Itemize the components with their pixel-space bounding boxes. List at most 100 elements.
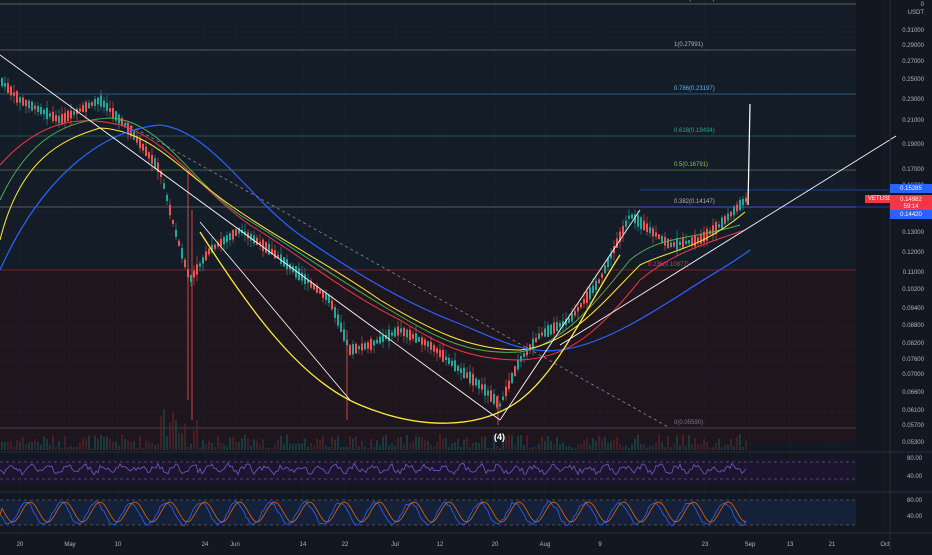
- volume-bar: [52, 434, 54, 450]
- volume-bar: [199, 447, 201, 450]
- volume-bar: [550, 440, 552, 450]
- volume-bar: [91, 447, 93, 450]
- volume-bar: [34, 438, 36, 450]
- candle-body: [28, 100, 30, 109]
- volume-bar: [718, 438, 720, 450]
- volume-bar: [82, 437, 84, 450]
- volume-bar: [613, 439, 615, 450]
- volume-bar: [736, 436, 738, 450]
- candle-body: [664, 236, 666, 246]
- volume-bar: [280, 435, 282, 450]
- candle-body: [622, 225, 624, 235]
- candle-body: [55, 114, 57, 122]
- time-axis-label: 22: [341, 542, 349, 548]
- candle-body: [418, 337, 420, 342]
- volume-bar: [628, 447, 630, 450]
- volume-bar: [112, 441, 114, 450]
- candle-body: [52, 111, 54, 122]
- time-axis-label: May: [64, 542, 76, 548]
- candle-body: [643, 220, 645, 231]
- time-axis-label: Aug: [539, 542, 551, 548]
- volume-bar: [634, 438, 636, 450]
- volume-bar: [58, 441, 60, 450]
- candle-body: [649, 227, 651, 233]
- volume-bar: [31, 441, 33, 450]
- volume-bar: [397, 437, 399, 450]
- volume-bar: [193, 430, 195, 450]
- candle-body: [451, 360, 453, 366]
- volume-bar: [313, 445, 315, 450]
- candle-body: [73, 111, 75, 115]
- volume-bar: [442, 438, 444, 450]
- time-axis-label: 21: [828, 542, 836, 548]
- candle-body: [640, 217, 642, 230]
- candle-body: [295, 265, 297, 278]
- price-axis-label: 0.07000: [902, 372, 924, 378]
- volume-bar: [622, 446, 624, 450]
- time-axis-label: 20: [16, 542, 24, 548]
- candle-body: [535, 337, 537, 343]
- candle-body: [220, 238, 222, 247]
- countdown-tag: 59:14: [890, 202, 932, 211]
- candle-body: [715, 222, 717, 234]
- volume-bar: [385, 434, 387, 450]
- candle-body: [502, 396, 504, 400]
- candle-body: [472, 374, 474, 386]
- candle-body: [592, 285, 594, 293]
- candle-body: [403, 327, 405, 337]
- left-diagonal: [199, 221, 351, 401]
- volume-bar: [508, 434, 510, 450]
- volume-bar: [85, 437, 87, 450]
- candle-body: [145, 146, 147, 157]
- volume-bar: [100, 434, 102, 450]
- candle-body: [106, 103, 108, 111]
- price-axis-label: 0.21000: [902, 118, 924, 124]
- volume-bar: [685, 445, 687, 450]
- volume-bar: [715, 442, 717, 450]
- volume-bar: [94, 435, 96, 450]
- candle-body: [529, 344, 531, 351]
- volume-bar: [478, 443, 480, 450]
- volume-bar: [667, 435, 669, 450]
- volume-bar: [127, 439, 129, 450]
- candle-body: [115, 111, 117, 121]
- candle-body: [82, 104, 84, 113]
- volume-bar: [646, 447, 648, 450]
- fib-level-label: 0.236(0.10877): [648, 262, 689, 268]
- volume-bar: [457, 438, 459, 450]
- volume-bar: [196, 420, 198, 450]
- support-trendline: [559, 135, 897, 346]
- volume-bar: [598, 435, 600, 450]
- candle-body: [493, 394, 495, 404]
- candle-body: [313, 284, 315, 290]
- candle-body: [577, 307, 579, 312]
- price-axis-label: 0.23000: [902, 97, 924, 103]
- candle-body: [7, 82, 9, 94]
- candle-body: [424, 339, 426, 346]
- candle-body: [688, 240, 690, 244]
- rsi-pane: [0, 459, 856, 483]
- candle-body: [433, 345, 435, 352]
- volume-bar: [670, 447, 672, 450]
- candle-body: [460, 368, 462, 374]
- candle-body: [136, 136, 138, 143]
- candle-body: [406, 329, 408, 338]
- volume-bars: [1, 409, 747, 450]
- candle-body: [40, 106, 42, 115]
- volume-bar: [439, 434, 441, 450]
- price-axis-label: 0.06100: [902, 408, 924, 414]
- volume-bar: [361, 440, 363, 450]
- candle-body: [610, 253, 612, 259]
- candle-body: [355, 343, 357, 354]
- candle-body: [706, 228, 708, 241]
- volume-bar: [304, 438, 306, 450]
- volume-bar: [697, 443, 699, 450]
- volume-bar: [286, 434, 288, 450]
- volume-bar: [268, 447, 270, 450]
- candle-body: [568, 317, 570, 324]
- candle-body: [553, 322, 555, 334]
- volume-bar: [238, 441, 240, 450]
- volume-bar: [526, 435, 528, 450]
